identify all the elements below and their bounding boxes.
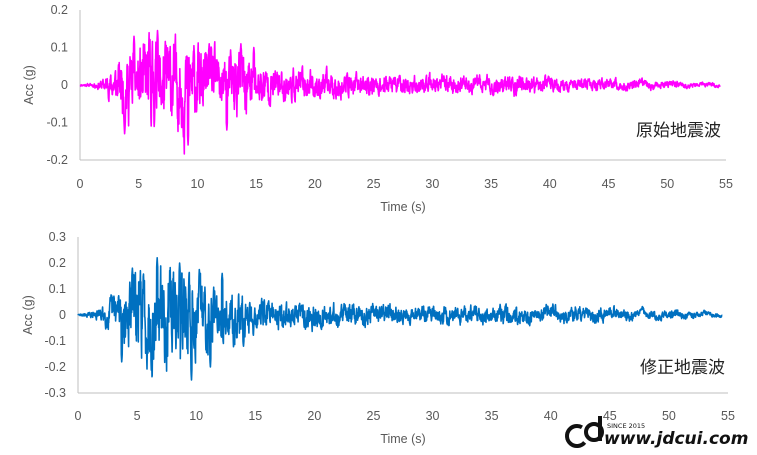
x-tick-label: 30 bbox=[426, 409, 440, 423]
panel-label: 原始地震波 bbox=[636, 121, 721, 141]
panel-label: 修正地震波 bbox=[640, 358, 725, 378]
y-tick-label: 0.1 bbox=[51, 41, 68, 55]
x-tick-label: 25 bbox=[367, 409, 381, 423]
x-tick-label: 5 bbox=[134, 409, 141, 423]
y-tick-label: 0 bbox=[59, 308, 66, 322]
watermark: SINCE 2015 www.jdcui.com bbox=[565, 416, 748, 449]
series-line bbox=[79, 29, 721, 155]
x-tick-label: 0 bbox=[75, 409, 82, 423]
x-tick-label: 40 bbox=[544, 409, 558, 423]
x-tick-label: 50 bbox=[662, 409, 676, 423]
x-tick-label: 55 bbox=[721, 409, 735, 423]
series-line bbox=[77, 256, 723, 381]
x-tick-label: 15 bbox=[249, 177, 263, 191]
y-tick-label: 0.3 bbox=[49, 230, 66, 244]
chart-panel-original: 0.2 0.1 0 -0.1 -0.2 0 5 10 15 20 25 30 35 40 45 50 55 Tim… bbox=[22, 3, 733, 214]
y-tick-label: 0.1 bbox=[49, 282, 66, 296]
x-axis-title: Time (s) bbox=[380, 432, 425, 446]
y-tick-label: -0.3 bbox=[44, 386, 66, 400]
y-axis-title: Acc (g) bbox=[22, 65, 36, 105]
x-tick-label: 5 bbox=[135, 177, 142, 191]
x-tick-label: 35 bbox=[484, 177, 498, 191]
x-tick-label: 20 bbox=[308, 177, 322, 191]
watermark-logo bbox=[565, 416, 604, 448]
x-tick-label: 50 bbox=[660, 177, 674, 191]
watermark-url: www.jdcui.com bbox=[604, 429, 748, 449]
x-tick-label: 35 bbox=[485, 409, 499, 423]
x-tick-label: 0 bbox=[77, 177, 84, 191]
x-axis-title: Time (s) bbox=[380, 200, 425, 214]
x-tick-label: 15 bbox=[248, 409, 262, 423]
watermark-since: SINCE 2015 bbox=[607, 422, 645, 430]
chart-panel-modified: 0.3 0.2 0.1 0 -0.1 -0.2 -0.3 0 5 10 15 20 25 30 35 40 45… bbox=[21, 230, 735, 446]
y-axis-title: Acc (g) bbox=[21, 295, 35, 335]
x-tick-label: 20 bbox=[307, 409, 321, 423]
x-tick-label: 45 bbox=[603, 409, 617, 423]
y-tick-label: -0.2 bbox=[46, 153, 68, 167]
y-tick-label: 0.2 bbox=[49, 256, 66, 270]
x-tick-label: 30 bbox=[425, 177, 439, 191]
x-tick-label: 10 bbox=[191, 177, 205, 191]
x-tick-label: 10 bbox=[189, 409, 203, 423]
x-tick-label: 55 bbox=[719, 177, 733, 191]
y-tick-label: -0.2 bbox=[44, 360, 66, 374]
y-tick-label: 0.2 bbox=[51, 3, 68, 17]
x-tick-label: 25 bbox=[367, 177, 381, 191]
y-tick-label: 0 bbox=[61, 78, 68, 92]
y-tick-label: -0.1 bbox=[44, 334, 66, 348]
x-tick-label: 45 bbox=[602, 177, 616, 191]
y-tick-label: -0.1 bbox=[46, 116, 68, 130]
x-tick-label: 40 bbox=[543, 177, 557, 191]
